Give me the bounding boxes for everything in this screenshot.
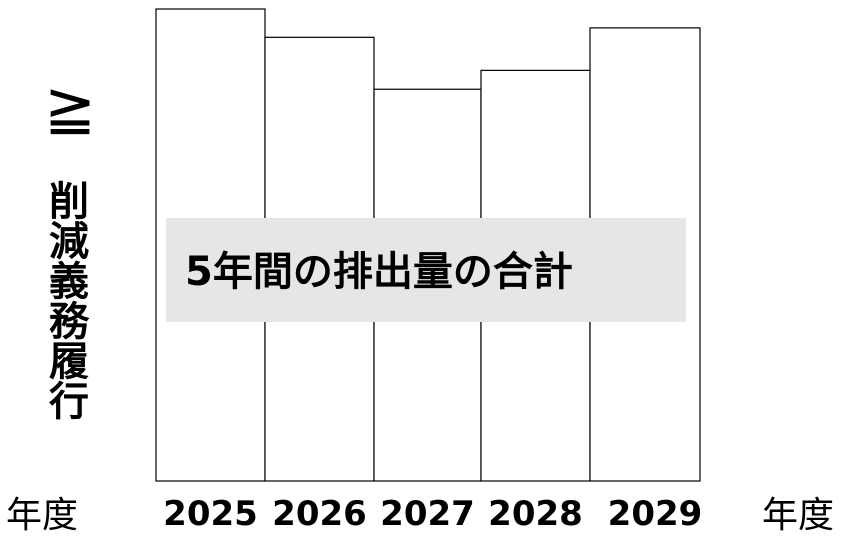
year-label-2026: 2026 — [272, 494, 367, 534]
x-axis-unit-right: 年度 — [762, 495, 835, 536]
total-emissions-label: 5年間の排出量の合計 — [185, 249, 573, 295]
year-label-2027: 2027 — [380, 494, 475, 534]
year-label-2025: 2025 — [163, 494, 258, 534]
greater-equal-symbol: ≧ — [44, 71, 96, 144]
reduction-obligation-label: 削減義務履行 — [42, 180, 88, 420]
total-emissions-box — [166, 218, 686, 322]
x-axis-unit-left: 年度 — [6, 495, 79, 536]
year-label-2029: 2029 — [607, 494, 703, 534]
year-label-2028: 2028 — [488, 494, 583, 534]
